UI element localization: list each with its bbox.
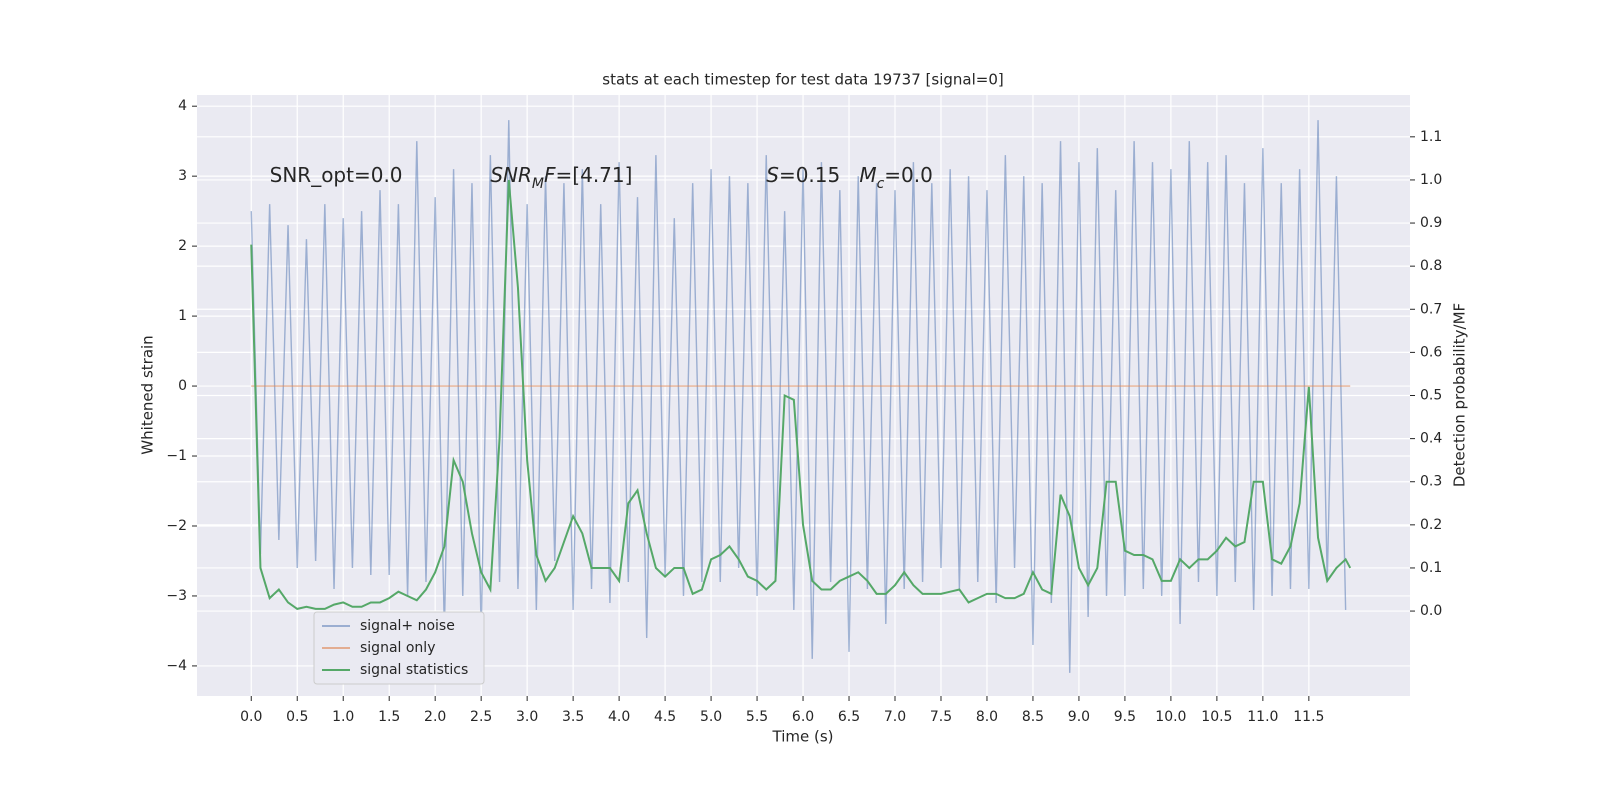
y2-tick-label: 0.1 [1420,560,1442,576]
x-tick-label: 11.0 [1247,709,1278,725]
annotation-part: M [532,176,544,192]
x-tick-label: 6.0 [792,709,814,725]
series-line [250,179,1352,610]
x-tick-label: 0.0 [240,709,262,725]
x-tick-label: 9.5 [1114,709,1136,725]
x-tick-label: 4.5 [654,709,676,725]
x-tick-label: 10.0 [1155,709,1186,725]
x-tick-label: 4.0 [608,709,630,725]
annotation-part: =[4.71] [556,163,633,187]
x-tick-label: 10.5 [1201,709,1232,725]
x-tick-label: 0.5 [286,709,308,725]
y2-tick-label: 0.0 [1420,603,1442,619]
y-axis-label: Whitened strain [139,335,157,454]
annotation: S=0.15 Mc=0.0 [766,163,933,193]
x-tick-label: 11.5 [1293,709,1324,725]
x-axis-label: Time (s) [772,728,834,746]
annotation-part: S [766,163,779,187]
y2-tick-label: 0.2 [1420,517,1442,533]
annotation-part: SNR [490,163,532,187]
x-tick-label: 8.5 [1022,709,1044,725]
y2-tick-label: 1.1 [1420,129,1442,145]
legend-label: signal statistics [360,662,468,678]
series-line [250,120,1347,673]
legend-label: signal only [360,640,435,656]
chart-title: stats at each timestep for test data 197… [602,71,1003,89]
x-tick-label: 7.5 [930,709,952,725]
annotation-part: M [859,163,876,187]
annotation: SNRMF=[4.71] [490,163,632,193]
y2-tick-label: 0.5 [1420,388,1442,404]
x-tick-label: 7.0 [884,709,906,725]
x-tick-label: 5.0 [700,709,722,725]
x-tick-label: 2.5 [470,709,492,725]
legend-box [313,611,485,685]
x-tick-label: 2.0 [424,709,446,725]
x-tick-label: 9.0 [1068,709,1090,725]
y-tick-label: 1 [178,308,187,324]
y-tick-label: −3 [166,588,187,604]
y2-tick-label: 0.8 [1420,258,1442,274]
x-tick-label: 6.5 [838,709,860,725]
y-tick-label: −2 [166,518,187,534]
x-tick-label: 8.0 [976,709,998,725]
legend-label: signal+ noise [360,618,455,634]
y-tick-label: 4 [178,98,187,114]
annotation-part: SNR_opt=0.0 [270,163,403,187]
y-tick-label: −4 [166,658,187,674]
y-tick-label: 3 [178,168,187,184]
x-tick-label: 3.0 [516,709,538,725]
annotation-part: =0.15 [779,163,859,187]
annotation: SNR_opt=0.0 [270,163,403,187]
annotation-part: =0.0 [884,163,933,187]
y2-tick-label: 0.7 [1420,301,1442,317]
x-tick-label: 1.5 [378,709,400,725]
x-tick-label: 3.5 [562,709,584,725]
x-tick-label: 1.0 [332,709,354,725]
y2-tick-label: 0.4 [1420,431,1442,447]
y2-tick-label: 0.9 [1420,215,1442,231]
y2-axis-label: Detection probability/MF [1451,303,1469,487]
y-tick-label: 2 [178,238,187,254]
y2-tick-label: 0.3 [1420,474,1442,490]
y2-tick-label: 1.0 [1420,172,1442,188]
y-tick-label: 0 [178,378,187,394]
x-tick-label: 5.5 [746,709,768,725]
annotation-part: c [877,176,885,192]
y2-tick-label: 0.6 [1420,344,1442,360]
annotation-part: F [544,163,556,187]
y-tick-label: −1 [166,448,187,464]
